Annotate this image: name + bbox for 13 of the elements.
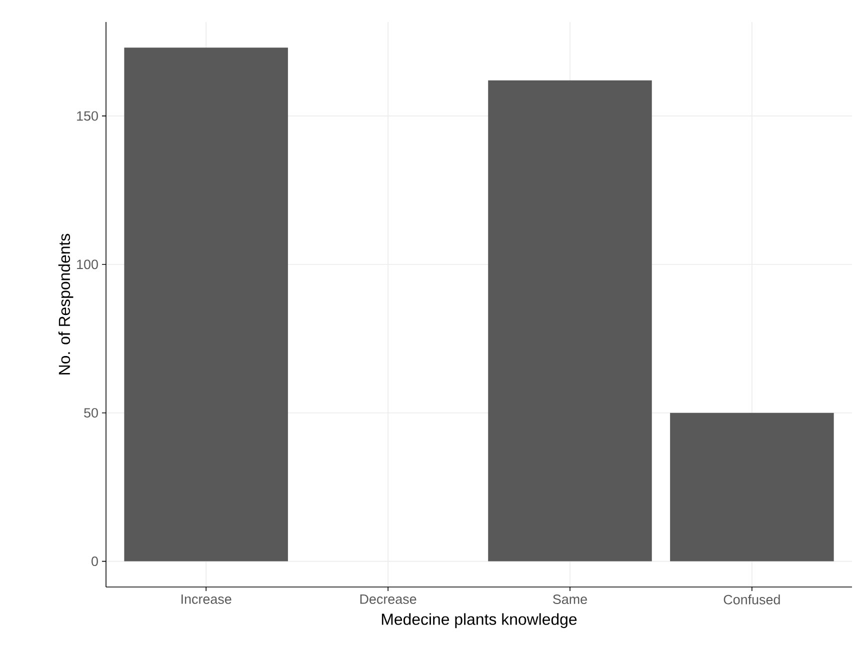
y-tick-label: 0: [92, 556, 98, 566]
x-tick-label: Same: [553, 594, 587, 604]
x-tick-label: Increase: [182, 594, 232, 604]
bar: [488, 80, 652, 562]
y-tick-label: 50: [84, 408, 98, 418]
bar: [670, 412, 834, 562]
x-tick-label: Confused: [724, 594, 780, 604]
x-axis-title: Medecine plants knowledge: [382, 613, 577, 628]
y-tick-label: 150: [77, 111, 98, 121]
y-tick-label: 100: [77, 260, 98, 270]
x-tick-label: Decrease: [360, 594, 416, 604]
y-axis-title: No. of Respondents: [58, 234, 74, 374]
bar: [124, 48, 288, 562]
